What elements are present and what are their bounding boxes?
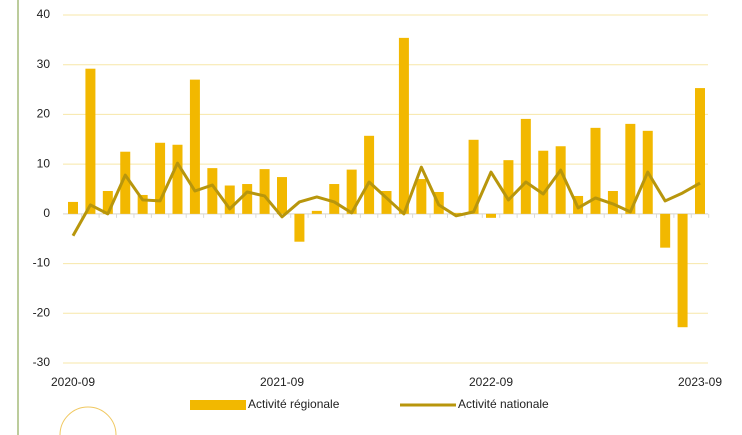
bar — [277, 177, 287, 214]
bar — [364, 135, 375, 214]
bar — [538, 150, 549, 214]
x-tick-label: 2023-09 — [678, 375, 722, 389]
bar — [381, 190, 392, 214]
y-tick-label: -10 — [33, 256, 51, 270]
bar — [677, 213, 688, 328]
x-tick-label: 2021-09 — [260, 375, 304, 389]
y-tick-label: 0 — [43, 206, 50, 220]
y-tick-label: -20 — [33, 305, 51, 319]
bar — [555, 146, 566, 214]
legend-label: Activité nationale — [458, 397, 549, 411]
line — [71, 161, 701, 237]
bar — [486, 213, 496, 218]
logo — [59, 406, 117, 435]
bar — [468, 139, 479, 214]
bar — [346, 169, 357, 214]
bar — [695, 88, 705, 214]
bar — [259, 169, 270, 214]
bar — [224, 185, 235, 214]
legend-label: Activité régionale — [248, 397, 340, 411]
bar — [137, 194, 148, 214]
bar — [155, 142, 166, 214]
bar — [189, 79, 200, 214]
bar — [329, 184, 340, 214]
bar — [120, 151, 131, 214]
bar — [520, 118, 531, 214]
bar — [172, 144, 183, 214]
x-tick-label: 2022-09 — [469, 375, 513, 389]
y-tick-label: 40 — [37, 7, 51, 21]
bar — [398, 37, 409, 214]
x-tick-label: 2020-09 — [51, 375, 95, 389]
y-tick-label: 30 — [37, 57, 51, 71]
bar — [416, 179, 427, 214]
bar — [660, 213, 671, 248]
bar — [294, 213, 305, 242]
bar — [242, 184, 253, 214]
bar — [311, 210, 322, 214]
y-tick-label: 10 — [37, 156, 51, 170]
bar — [451, 212, 462, 214]
bar — [85, 68, 96, 214]
y-tick-label: -30 — [33, 355, 51, 369]
bar — [503, 160, 514, 214]
legend-swatch — [190, 400, 246, 410]
bar — [68, 201, 78, 214]
bar — [590, 127, 601, 214]
y-tick-label: 20 — [37, 107, 51, 121]
bar — [102, 190, 113, 214]
bar — [625, 123, 636, 214]
bar — [207, 168, 218, 214]
